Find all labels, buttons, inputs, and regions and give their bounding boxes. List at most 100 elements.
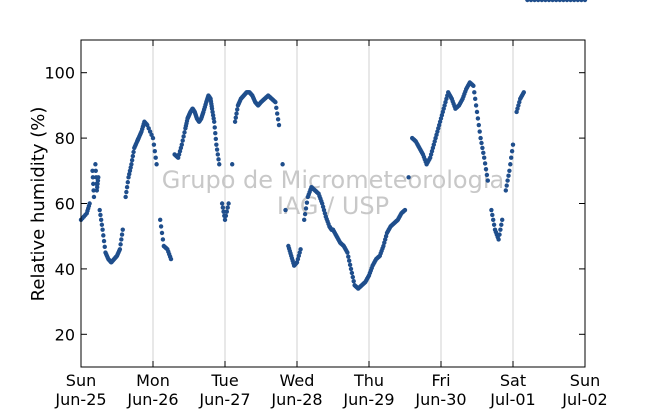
data-point <box>480 145 485 151</box>
data-point <box>99 222 105 227</box>
data-point <box>554 0 559 3</box>
data-point <box>347 262 353 268</box>
data-point <box>182 130 187 135</box>
data-point <box>504 183 509 188</box>
data-point <box>521 90 526 95</box>
x-tick-label-date: Jun-27 <box>198 390 250 409</box>
data-point <box>485 178 490 183</box>
data-point <box>528 0 534 3</box>
data-point <box>221 209 226 214</box>
data-point <box>351 278 356 284</box>
data-point <box>481 150 486 156</box>
data-point <box>275 117 281 122</box>
data-point <box>222 217 228 223</box>
data-point <box>539 0 544 3</box>
data-point <box>471 83 476 88</box>
data-point <box>546 0 552 3</box>
data-point <box>129 162 134 167</box>
data-point <box>98 217 104 223</box>
data-point <box>91 188 96 193</box>
data-point <box>95 178 101 183</box>
data-point <box>223 213 229 218</box>
data-point <box>87 201 92 206</box>
x-tick-label-date: Jun-25 <box>54 390 106 409</box>
data-point <box>124 189 129 195</box>
data-point <box>98 212 103 218</box>
data-point <box>510 142 516 147</box>
data-point <box>118 242 123 247</box>
data-point <box>497 232 502 237</box>
data-point <box>214 147 220 152</box>
data-point <box>124 184 130 190</box>
data-point <box>100 227 105 232</box>
data-point <box>119 232 125 237</box>
data-point <box>575 0 580 3</box>
data-point <box>509 148 515 154</box>
data-point <box>345 250 350 255</box>
data-point <box>506 173 511 178</box>
data-point <box>532 0 537 3</box>
data-point <box>482 155 487 160</box>
data-point <box>120 227 125 232</box>
gridlines <box>152 40 514 367</box>
data-point <box>158 217 163 223</box>
data-point <box>298 247 303 252</box>
data-point <box>209 106 215 111</box>
data-point <box>90 168 95 173</box>
data-point <box>225 205 230 210</box>
data-point <box>151 142 157 147</box>
data-point <box>181 134 186 139</box>
data-point <box>152 148 157 154</box>
data-point <box>127 168 133 173</box>
x-tick-label-day: Fri <box>431 371 450 390</box>
data-point <box>498 227 503 232</box>
data-point <box>507 168 512 173</box>
x-tick-label-date: Jun-30 <box>414 390 466 409</box>
data-point <box>478 135 483 141</box>
data-point <box>214 142 219 147</box>
x-tick-label-date: Jul-01 <box>489 390 535 409</box>
data-point <box>346 254 351 259</box>
data-point <box>220 205 226 210</box>
data-point <box>128 165 133 170</box>
data-point <box>93 168 98 173</box>
data-point <box>131 149 136 155</box>
data-point <box>127 171 132 177</box>
data-point <box>479 140 484 146</box>
data-point <box>216 157 221 162</box>
data-point <box>213 136 219 142</box>
y-tick-label: 20 <box>55 325 75 344</box>
data-point <box>476 122 481 128</box>
x-tick-label-day: Tue <box>210 371 238 390</box>
data-point <box>117 247 123 252</box>
data-point <box>213 130 218 136</box>
data-points <box>78 0 588 291</box>
data-point <box>303 206 309 211</box>
data-point <box>302 211 308 217</box>
data-point <box>561 0 566 3</box>
data-point <box>505 178 510 183</box>
data-point <box>217 162 222 167</box>
data-point <box>579 0 584 3</box>
data-point <box>126 175 131 180</box>
data-point <box>503 188 508 193</box>
data-point <box>90 175 96 180</box>
y-axis-label: Relative humidity (%) <box>28 107 49 302</box>
y-axis-ticks: 20 40 60 80 100 <box>44 64 585 344</box>
data-point <box>557 0 562 3</box>
watermark-line-2: IAG / USP <box>277 192 389 220</box>
data-point <box>101 233 106 238</box>
x-tick-label-day: Sun <box>570 371 600 390</box>
data-point <box>402 207 408 213</box>
data-point <box>158 224 164 229</box>
data-point <box>154 162 159 167</box>
data-point <box>129 157 135 163</box>
x-tick-label-date: Jun-28 <box>270 390 322 409</box>
data-point <box>233 115 238 120</box>
data-point <box>489 207 494 213</box>
data-point <box>130 153 136 159</box>
data-point <box>276 122 282 128</box>
data-point <box>490 212 495 218</box>
data-point <box>509 155 514 160</box>
data-point <box>477 129 482 134</box>
